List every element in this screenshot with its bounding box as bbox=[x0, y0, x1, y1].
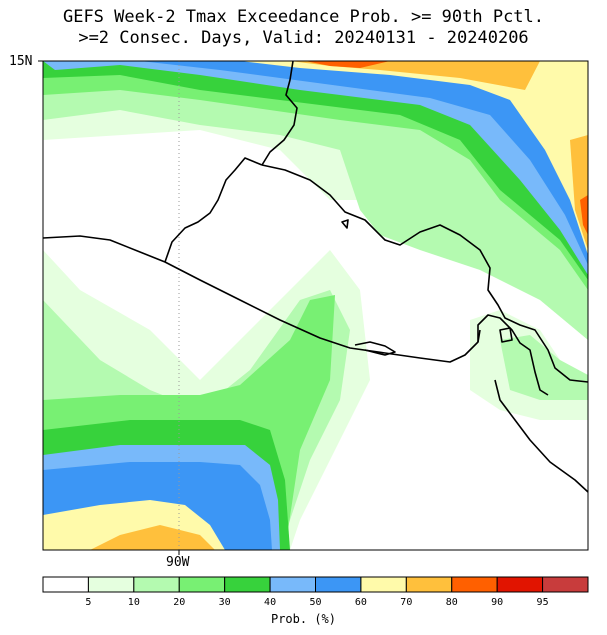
colorbar-swatch bbox=[542, 576, 589, 593]
colorbar-tick-label: 10 bbox=[128, 597, 140, 608]
colorbar-swatch bbox=[496, 576, 544, 593]
colorbar-label: Prob. (%) bbox=[270, 612, 337, 626]
gulf-of-fonseca-coast bbox=[477, 314, 549, 396]
colorbar-swatch bbox=[269, 576, 317, 593]
map-subtitle: >=2 Consec. Days, Valid: 20240131 - 2024… bbox=[78, 28, 529, 48]
estuary-detail bbox=[354, 341, 396, 356]
el-salvador-guatemala-border bbox=[164, 157, 263, 263]
colorbar-tick-label: 90 bbox=[491, 597, 503, 608]
band-north-60 bbox=[240, 61, 588, 255]
colorbar-tick-label: 95 bbox=[537, 597, 549, 608]
colorbar-swatch bbox=[360, 576, 407, 593]
colorbar-swatch bbox=[87, 576, 135, 593]
band-south-70 bbox=[90, 525, 215, 550]
colorbar-tick-label: 80 bbox=[446, 597, 458, 608]
band-north-40 bbox=[43, 61, 588, 275]
nicaragua-coast bbox=[494, 379, 589, 493]
guatemala-pacific-coast bbox=[42, 235, 481, 363]
band-north-80 bbox=[305, 61, 390, 68]
lat-label-15n: 15N bbox=[9, 54, 33, 69]
gulf-islands bbox=[499, 327, 513, 343]
colorbar-tick-label: 60 bbox=[355, 597, 367, 608]
band-east-80 bbox=[580, 195, 588, 235]
colorbar-tick-label: 70 bbox=[400, 597, 412, 608]
colorbar-swatch bbox=[178, 576, 226, 593]
lon-label-90w: 90W bbox=[166, 555, 190, 570]
colorbar-tick-label: 20 bbox=[173, 597, 185, 608]
colorbar-tick-label: 5 bbox=[85, 597, 91, 608]
colorbar-swatch bbox=[224, 576, 271, 593]
map-title: GEFS Week-2 Tmax Exceedance Prob. >= 90t… bbox=[62, 7, 545, 27]
lake-ilopango bbox=[341, 219, 349, 229]
colorbar-swatch bbox=[451, 576, 498, 593]
colorbar-tick-label: 40 bbox=[264, 597, 276, 608]
map-frame bbox=[42, 60, 589, 551]
colorbar-tick-label: 50 bbox=[309, 597, 321, 608]
colorbar-swatch bbox=[133, 576, 180, 593]
colorbar-swatch bbox=[405, 576, 453, 593]
colorbar-swatch bbox=[42, 576, 89, 593]
probability-fill-layer bbox=[43, 61, 588, 550]
colorbar-swatch bbox=[315, 576, 362, 593]
coastlines-borders bbox=[42, 60, 589, 493]
band-southeast-10 bbox=[500, 335, 588, 400]
guatemala-mexico-border bbox=[261, 60, 298, 166]
el-salvador-honduras-border bbox=[261, 164, 589, 383]
colorbar-tick-label: 30 bbox=[219, 597, 231, 608]
band-north-70 bbox=[290, 61, 540, 90]
